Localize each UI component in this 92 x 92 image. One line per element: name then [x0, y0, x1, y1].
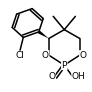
Polygon shape: [38, 30, 49, 39]
Text: Cl: Cl: [16, 51, 24, 60]
Text: OH: OH: [72, 72, 86, 81]
Text: O: O: [80, 51, 87, 60]
Text: O: O: [42, 51, 49, 60]
Text: O: O: [48, 72, 55, 81]
Text: P: P: [62, 61, 67, 70]
